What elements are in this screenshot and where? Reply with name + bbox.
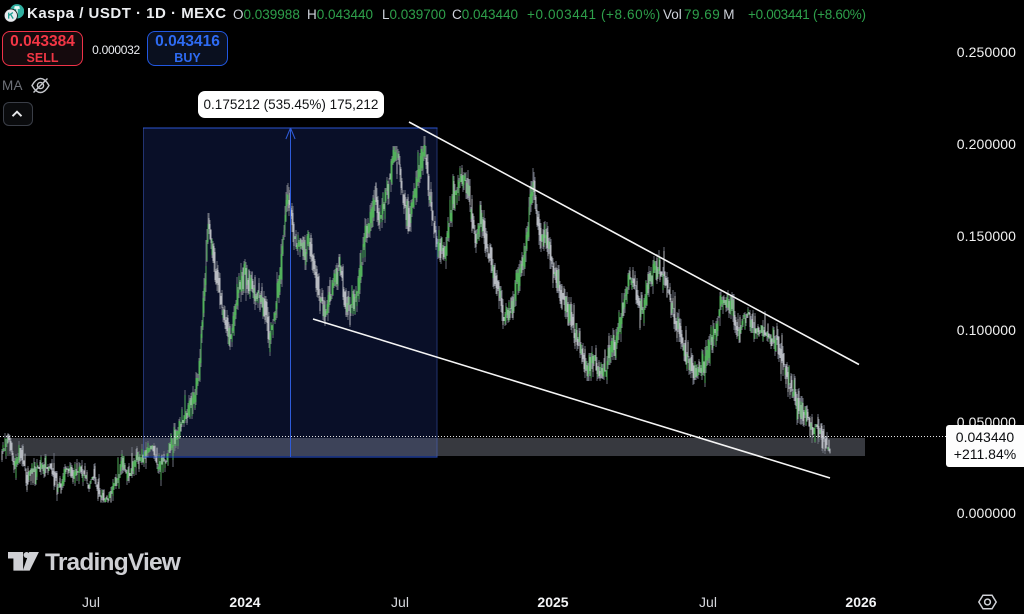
svg-text:TradingView: TradingView — [45, 549, 182, 576]
